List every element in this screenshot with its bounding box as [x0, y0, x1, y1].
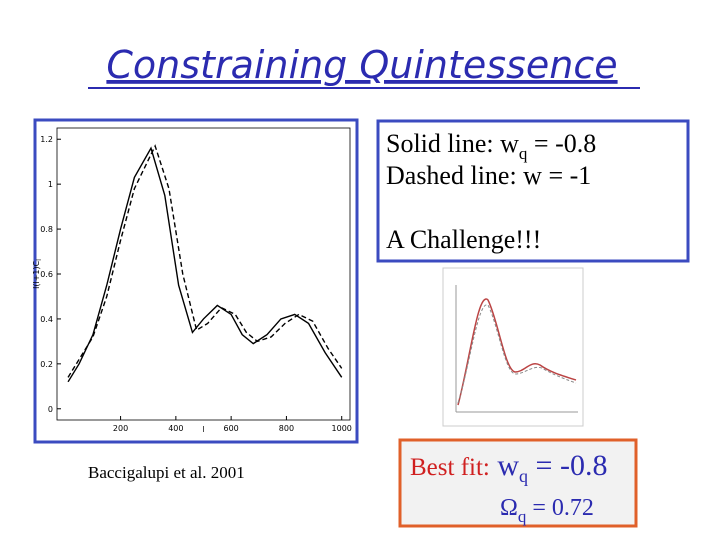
best-fit-label: Best fit: [410, 454, 490, 481]
x-tick-label: 600 [224, 424, 239, 433]
small-curve [457, 304, 577, 404]
caption: Baccigalupi et al. 2001 [88, 463, 245, 482]
y-tick-label: 1.2 [40, 135, 53, 144]
best-fit-box [398, 438, 638, 528]
y-tick-label: 0.8 [40, 225, 53, 234]
y-label-sub: l [36, 259, 43, 261]
y-tick-label: 0.6 [40, 270, 53, 279]
best-fit-line: Best fit: wq = -0.8 [410, 449, 607, 486]
small-plot-frame [442, 267, 584, 427]
solid-legend: Solid line: wq = -0.8 [386, 129, 596, 163]
x-tick-label: 400 [168, 424, 183, 433]
x-tick-label: 1000 [332, 424, 352, 433]
omega-line: Ωq = 0.72 [500, 495, 594, 526]
y-tick-label: 0 [48, 405, 53, 414]
curve [67, 146, 343, 383]
x-axis-label: l [202, 425, 204, 434]
omega-text: Ω [500, 495, 518, 521]
y-tick-label: 0.2 [40, 360, 53, 369]
x-tick-label: 200 [113, 424, 128, 433]
solid-sub: q [519, 144, 528, 163]
omega-sub: q [518, 507, 527, 526]
dashed-legend: Dashed line: w = -1 [386, 161, 591, 190]
small-plot [442, 267, 584, 427]
w-rest: = -0.8 [528, 449, 607, 482]
omega-rest: = 0.72 [526, 495, 594, 521]
slide-title: Constraining Quintessence [106, 43, 617, 87]
y-tick-label: 1 [48, 180, 53, 189]
small-curve [457, 298, 577, 406]
w-text: w [490, 449, 520, 482]
y-tick-label: 0.4 [40, 315, 53, 324]
challenge: A Challenge!!! [386, 225, 541, 254]
curve [67, 144, 343, 378]
legend-box [376, 119, 690, 263]
x-tick-label: 800 [279, 424, 294, 433]
y-axis-label: l(l+1)Cl [32, 259, 43, 289]
w-sub: q [519, 466, 528, 486]
solid-rest: = -0.8 [527, 129, 596, 158]
solid-text: Solid line: w [386, 129, 519, 158]
y-label-text: l(l+1)C [32, 260, 41, 288]
plot-frame [33, 118, 359, 444]
